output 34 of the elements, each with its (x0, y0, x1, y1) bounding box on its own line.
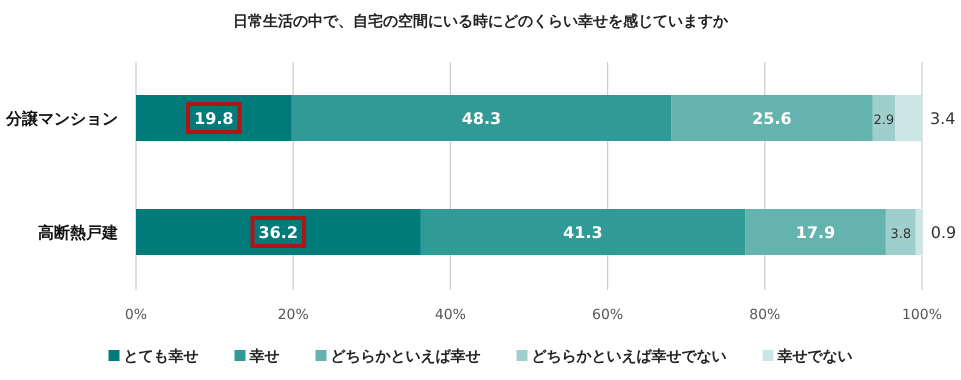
data-label: 3.4 (930, 109, 956, 128)
bar (136, 209, 421, 255)
x-tick-label: 80% (749, 307, 780, 323)
bar (916, 209, 923, 255)
bar (136, 95, 292, 141)
bar (292, 95, 672, 141)
bar (886, 209, 916, 255)
legend-label: とても幸せ (124, 347, 198, 365)
legend-label: 幸せでない (776, 347, 852, 365)
data-label: 3.8 (890, 227, 912, 242)
chart-title: 日常生活の中で、自宅の空間にいる時にどのくらい幸せを感じていますか (233, 12, 729, 30)
data-label: 41.3 (563, 223, 603, 242)
legend-label: 幸せ (248, 347, 280, 365)
x-tick-label: 60% (592, 307, 624, 323)
data-label: 48.3 (462, 109, 502, 128)
data-label: 0.9 (930, 223, 956, 242)
data-label: 25.6 (752, 109, 792, 128)
x-tick-label: 0% (124, 307, 148, 323)
data-label: 2.9 (874, 113, 894, 128)
data-label: 19.8 (194, 109, 234, 128)
legend-label: どちらかといえば幸せ (330, 347, 480, 365)
bar (420, 209, 746, 255)
data-label: 17.9 (796, 223, 836, 242)
y-tick-label: 分譲マンション (5, 109, 118, 128)
x-tick-label: 40% (434, 307, 466, 323)
y-tick-label: 高断熱戸建 (38, 223, 118, 242)
data-label: 36.2 (258, 223, 298, 242)
x-tick-label: 20% (278, 307, 309, 323)
legend-label: どちらかといえば幸せでない (532, 347, 726, 365)
x-tick-label: 100% (902, 307, 942, 323)
bar (671, 95, 872, 141)
bar (745, 209, 886, 255)
bar (872, 95, 896, 141)
bar (895, 95, 922, 141)
